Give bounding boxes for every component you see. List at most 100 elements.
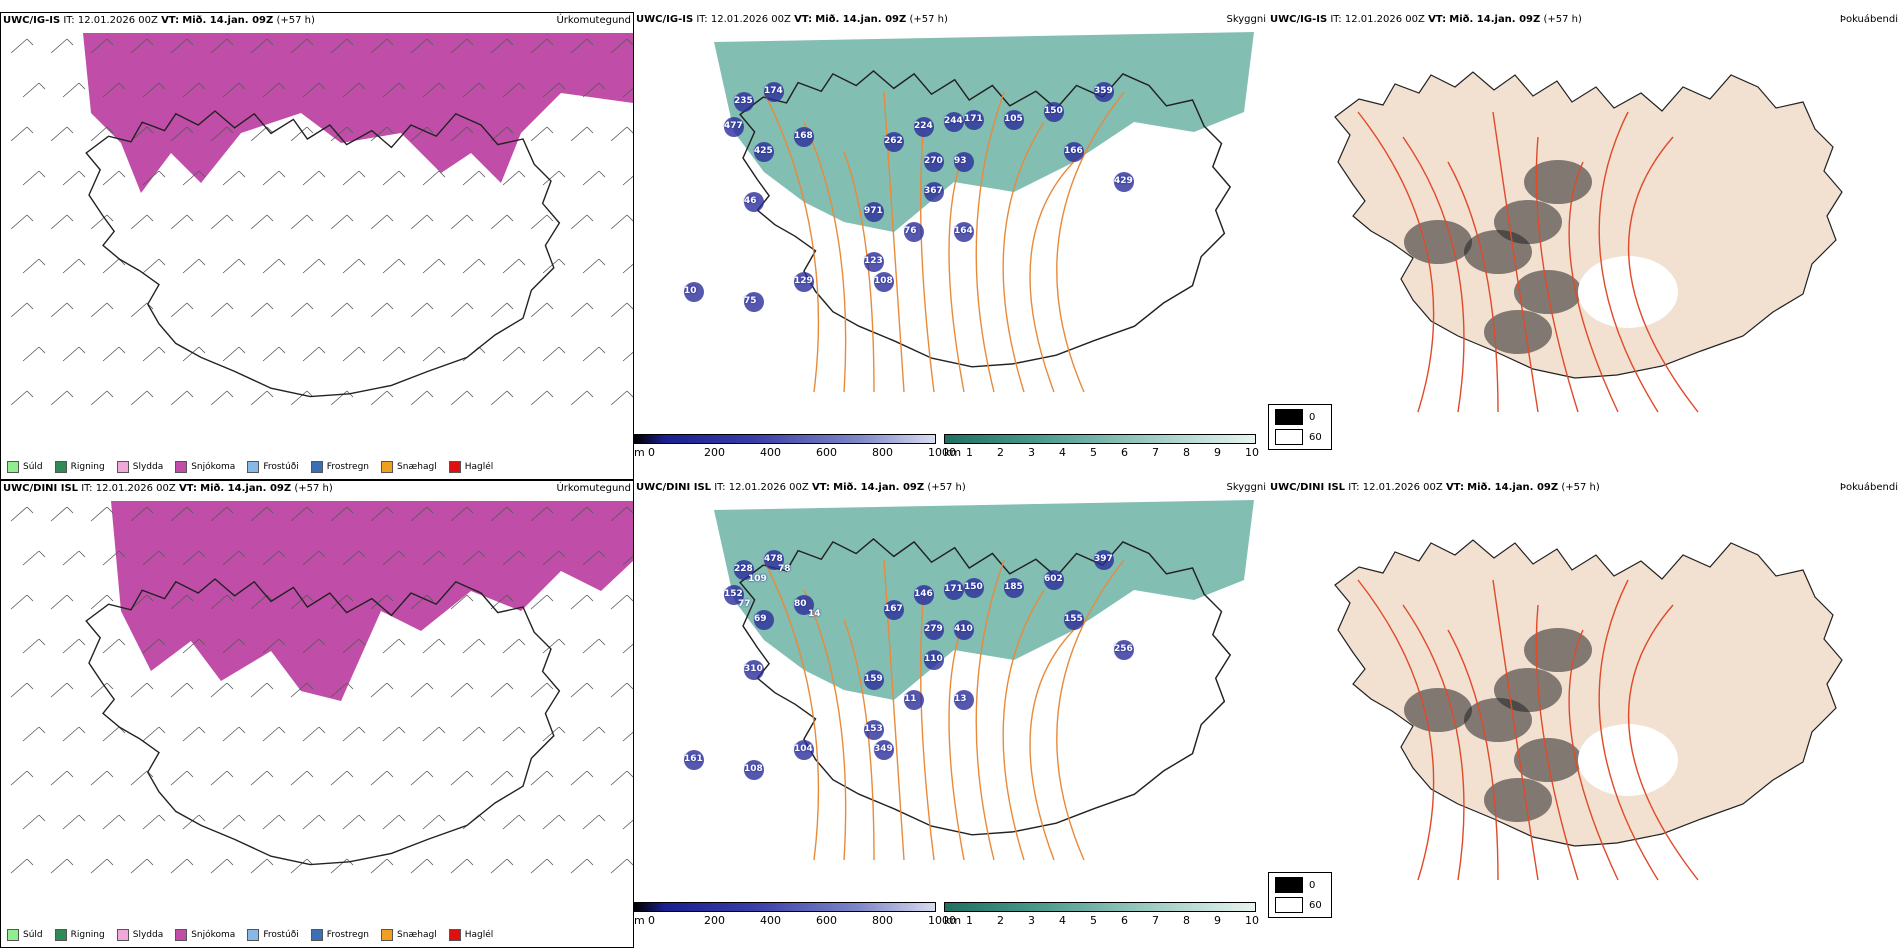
- road: [1492, 111, 1539, 413]
- wind-barb-tick: [226, 682, 234, 690]
- wind-barb-tick: [426, 858, 434, 866]
- wind-barb-tick: [278, 258, 286, 266]
- wind-barb: [290, 858, 308, 874]
- wind-barb: [382, 170, 400, 186]
- low-cloud-cell: [1004, 110, 1024, 130]
- wind-barb: [210, 214, 228, 230]
- cloudbase-tick: 200: [704, 446, 725, 459]
- wind-barb-tick: [438, 258, 446, 266]
- cloudbase-tick: 200: [704, 914, 725, 927]
- wind-barb: [410, 858, 428, 874]
- wind-barb: [570, 214, 588, 230]
- wind-barb-tick: [146, 126, 154, 134]
- wind-barb: [330, 506, 348, 522]
- wind-barb: [90, 126, 108, 142]
- cloudbase-label: 13: [954, 694, 967, 704]
- wind-barb-tick: [238, 638, 246, 646]
- wind-barb: [502, 170, 520, 186]
- wind-barb: [622, 175, 633, 186]
- wind-barb-tick: [106, 506, 114, 514]
- visibility-panel: UWC/IG-IS IT: 12.01.2026 00Z VT: Mið. 14…: [634, 12, 1268, 480]
- legend-label: Frostregn: [326, 930, 370, 940]
- wind-barb: [502, 814, 520, 830]
- wind-barb-tick: [358, 638, 366, 646]
- wind-barb-tick: [426, 594, 434, 602]
- wind-barb-tick: [198, 638, 206, 646]
- wind-barb: [290, 390, 308, 406]
- wind-barb: [222, 814, 240, 830]
- wind-barb-tick: [266, 214, 274, 222]
- cloudbase-colorbar: m 0 200 400 600 800 1000: [634, 432, 956, 462]
- cloudbase-label: 78: [778, 564, 791, 574]
- wind-barb: [450, 390, 468, 406]
- wind-barb: [130, 682, 148, 698]
- wind-barb: [490, 682, 508, 698]
- wind-barb-tick: [466, 506, 474, 514]
- wind-barb-tick: [438, 346, 446, 354]
- wind-barb: [450, 126, 468, 142]
- wind-barb-tick: [506, 214, 514, 222]
- wind-barb: [450, 858, 468, 874]
- wind-barb-tick: [146, 214, 154, 222]
- wind-barb: [570, 302, 588, 318]
- wind-barb: [22, 550, 40, 566]
- cloudbase-label: 971: [864, 206, 883, 216]
- cloudbase-label: 76: [904, 226, 917, 236]
- wind-barb: [210, 302, 228, 318]
- wind-barb: [62, 814, 80, 830]
- wind-barb: [342, 82, 360, 98]
- iceland-land: [1334, 71, 1843, 379]
- wind-barb-tick: [78, 82, 86, 90]
- wind-barb: [382, 82, 400, 98]
- model-name: UWC/IG-IS: [3, 15, 61, 26]
- wind-barb-tick: [146, 858, 154, 866]
- wind-barb: [422, 814, 440, 830]
- wind-barb: [610, 770, 628, 786]
- wind-barb: [170, 858, 188, 874]
- snow-area: [111, 501, 633, 701]
- visibility-tick: 9: [1214, 446, 1221, 459]
- cloudbase-label: 478: [764, 554, 783, 564]
- wind-barb-tick: [38, 346, 46, 354]
- low-cloud-cell: [734, 92, 754, 112]
- wind-barb: [570, 858, 588, 874]
- wind-barb: [142, 258, 160, 274]
- wind-barb-tick: [438, 726, 446, 734]
- wind-barb-tick: [558, 170, 566, 178]
- wind-barb-tick: [78, 346, 86, 354]
- wind-barb-tick: [198, 82, 206, 90]
- panel-title: Skyggni: [1226, 482, 1266, 493]
- cloudbase-label: 228: [734, 564, 753, 574]
- visibility-gradient: [944, 434, 1256, 444]
- wind-barb: [370, 390, 388, 406]
- wind-barb-tick: [558, 82, 566, 90]
- wind-barb-tick: [546, 214, 554, 222]
- lead-time: (+57 h): [1543, 14, 1582, 25]
- road: [1402, 604, 1465, 881]
- wind-barb: [290, 214, 308, 230]
- wind-barb: [410, 126, 428, 142]
- wind-barb: [342, 550, 360, 566]
- cloudbase-label: 410: [954, 624, 973, 634]
- panel-title: Úrkomutegund: [556, 15, 631, 26]
- vt-value: Mið. 14.jan. 09Z: [200, 483, 292, 494]
- wind-barb-tick: [118, 814, 126, 822]
- legend-label: Súld: [23, 462, 43, 472]
- wind-barb-tick: [158, 82, 166, 90]
- wind-barb-tick: [466, 858, 474, 866]
- cloudbase-tick: 0: [648, 446, 655, 459]
- wind-barb: [410, 506, 428, 522]
- wind-barb: [462, 170, 480, 186]
- low-cloud-cell: [744, 292, 764, 312]
- wind-barb-tick: [398, 82, 406, 90]
- wind-barb-tick: [238, 258, 246, 266]
- low-cloud-cell: [864, 202, 884, 222]
- low-cloud-cell: [924, 152, 944, 172]
- wind-barb-tick: [478, 82, 486, 90]
- cloudbase-tick: 600: [816, 914, 837, 927]
- wind-barb-tick: [226, 594, 234, 602]
- wind-barb: [182, 814, 200, 830]
- low-cloud-cell: [924, 182, 944, 202]
- wind-barb: [530, 302, 548, 318]
- wind-barb-tick: [266, 858, 274, 866]
